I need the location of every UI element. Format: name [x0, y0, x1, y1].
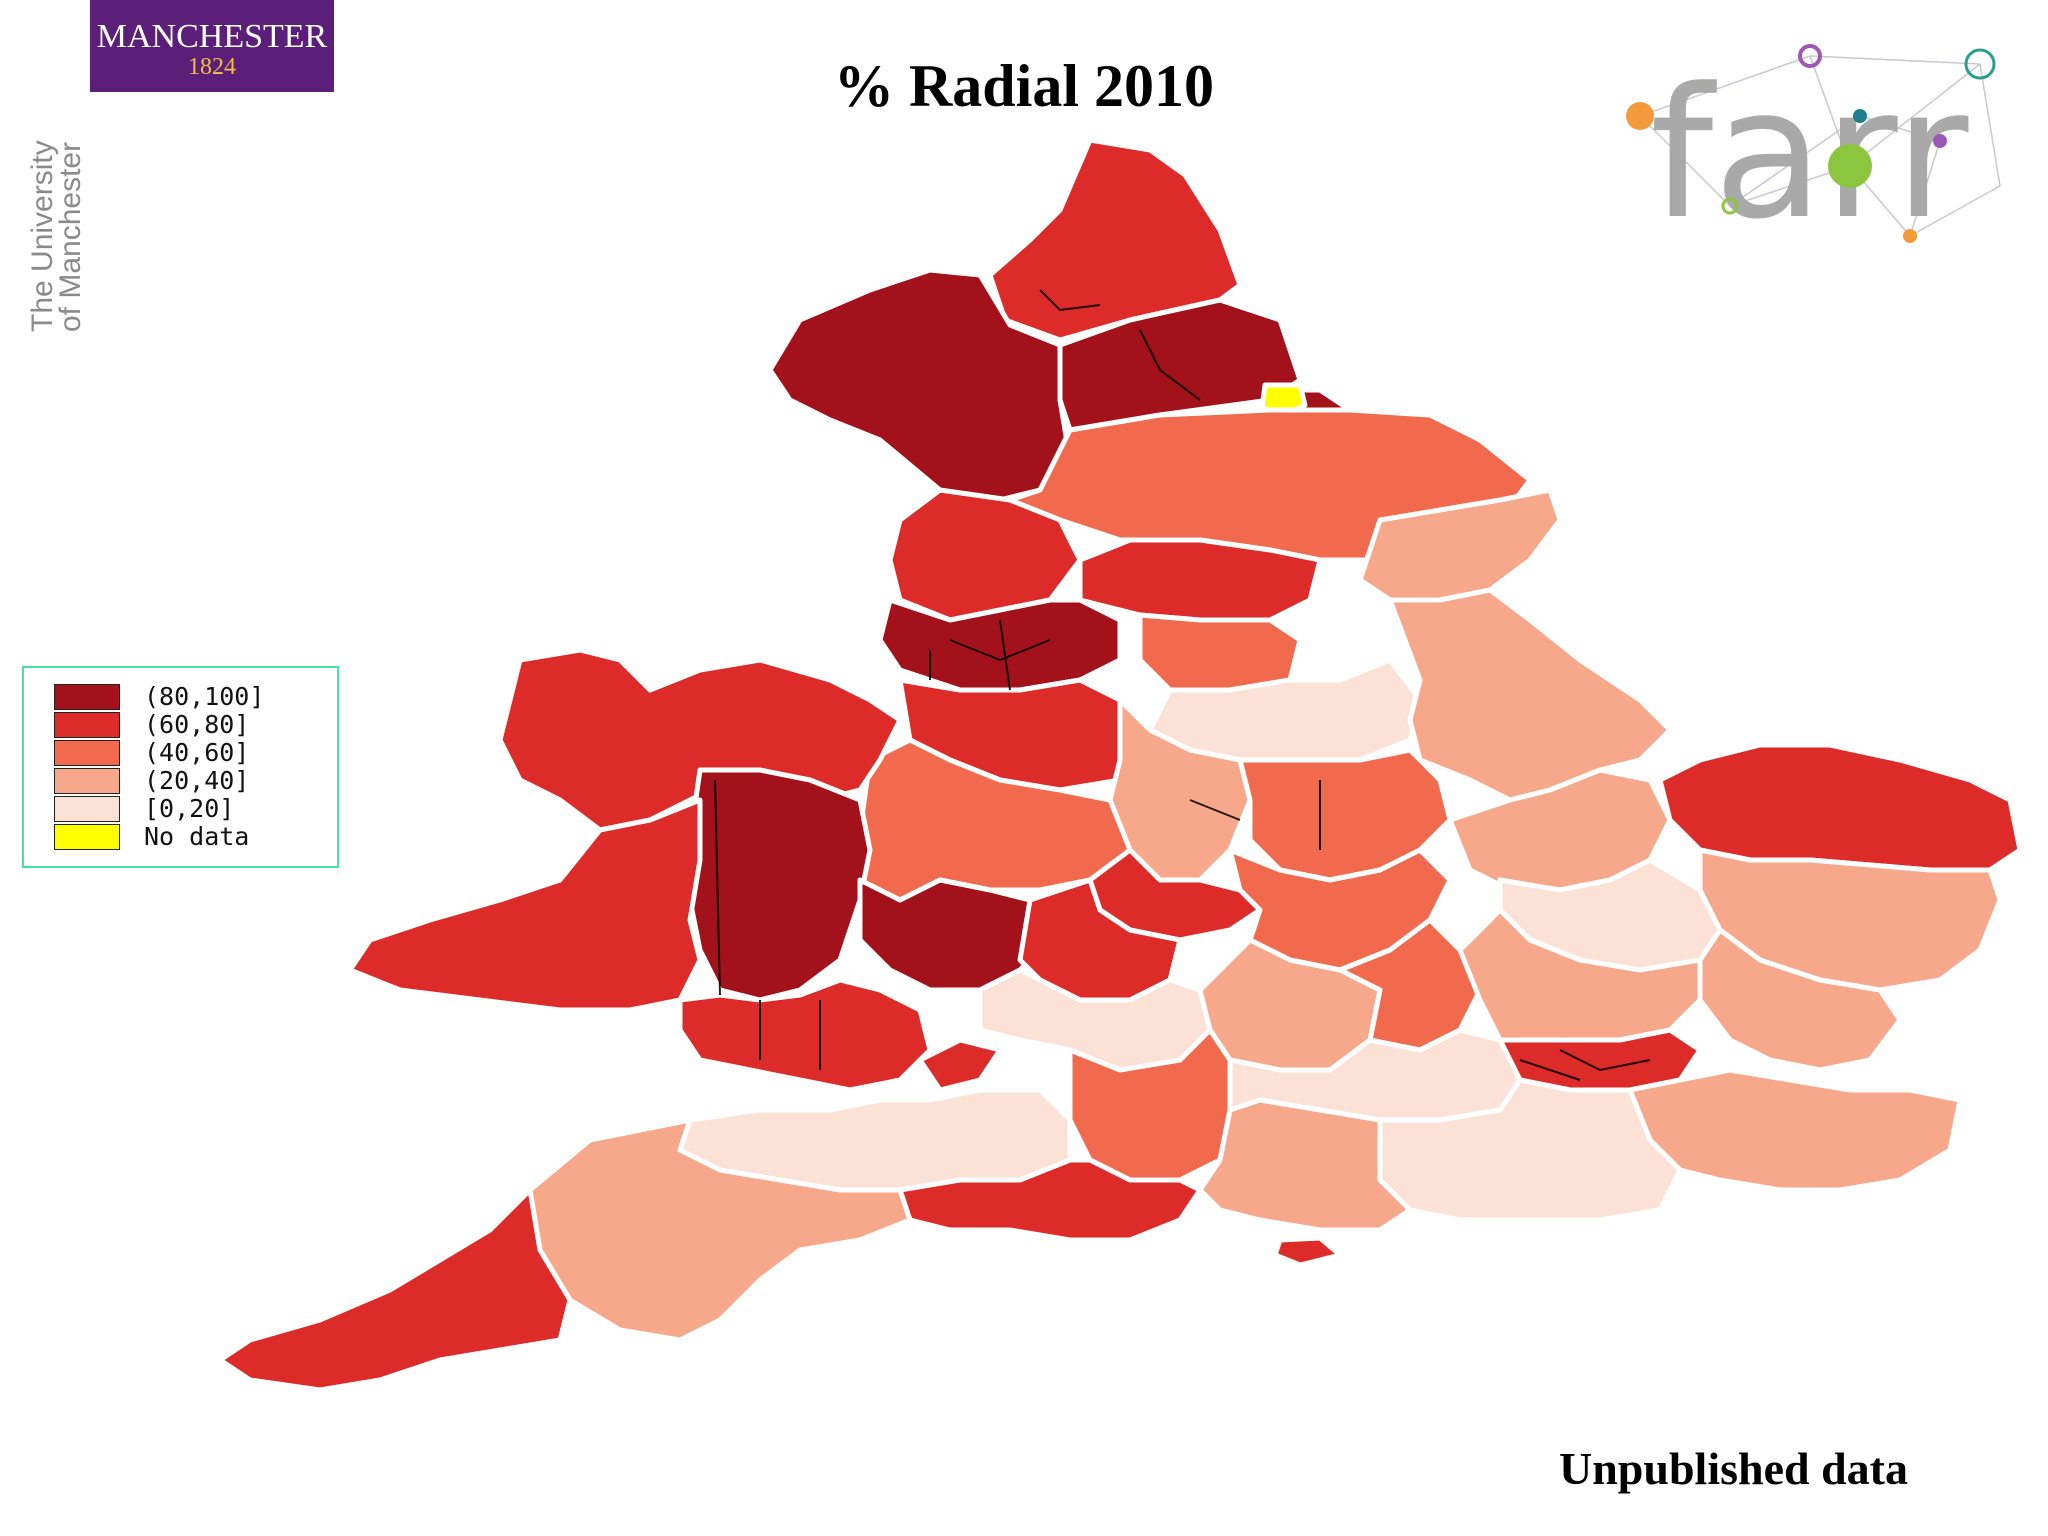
university-of-manchester-logo: MANCHESTER 1824	[90, 0, 334, 92]
node-dot-icon	[1721, 197, 1739, 215]
node-dot-icon	[1798, 44, 1822, 68]
node-dot-icon	[1626, 102, 1654, 130]
map-legend: (80,100] (60,80] (40,60] (20,40] [0,20] …	[22, 666, 339, 868]
farr-wordmark: farr	[1650, 50, 1969, 246]
node-dot-icon	[1933, 134, 1947, 148]
legend-label: (60,80]	[144, 710, 250, 739]
legend-item: (80,100]	[54, 682, 324, 711]
legend-swatch	[54, 712, 120, 738]
legend-swatch	[54, 768, 120, 794]
region-west-wales	[347, 797, 703, 1013]
region-south-wales	[677, 977, 933, 1093]
region-lincolnshire	[1387, 587, 1673, 803]
region-south-yorkshire	[1137, 612, 1303, 693]
unpublished-note: Unpublished data	[1559, 1443, 1908, 1494]
region-kent	[1627, 1067, 1963, 1193]
region-isle-of-wight	[1272, 1235, 1343, 1268]
map-title: % Radial 2010	[833, 53, 1215, 119]
legend-swatch	[54, 796, 120, 822]
legend-item: (40,60]	[54, 738, 324, 767]
network-lines-icon	[1639, 55, 2001, 237]
region-dorset	[897, 1157, 1203, 1243]
legend-swatch	[54, 740, 120, 766]
logo-year: 1824	[188, 54, 236, 80]
legend-label: [0,20]	[144, 794, 235, 823]
legend-label: (80,100]	[144, 682, 265, 711]
legend-swatch	[54, 824, 120, 850]
legend-item: No data	[54, 822, 324, 851]
legend-item: (20,40]	[54, 766, 324, 795]
node-dot-icon	[1853, 109, 1867, 123]
legend-item: (60,80]	[54, 710, 324, 739]
region-cornwall	[217, 1187, 573, 1393]
region-hampshire	[1197, 1097, 1413, 1233]
region-west-yorkshire	[1077, 537, 1323, 623]
node-dot-icon	[1828, 144, 1872, 188]
region-sussex	[1377, 1077, 1683, 1223]
farr-logo: farr	[1626, 44, 2001, 246]
legend-label: (20,40]	[144, 766, 250, 795]
region-staffordshire	[1107, 697, 1253, 883]
node-dot-icon	[1964, 48, 1996, 80]
node-dot-icon	[1903, 229, 1917, 243]
region-bristol	[917, 1037, 1003, 1093]
region-east-riding	[1357, 487, 1563, 603]
legend-item: [0,20]	[54, 794, 324, 823]
logo-name: MANCHESTER	[96, 18, 328, 55]
legend-label: (40,60]	[144, 738, 250, 767]
legend-label: No data	[144, 822, 250, 851]
region-greater-manchester	[877, 597, 1123, 693]
legend-swatch	[54, 684, 120, 710]
